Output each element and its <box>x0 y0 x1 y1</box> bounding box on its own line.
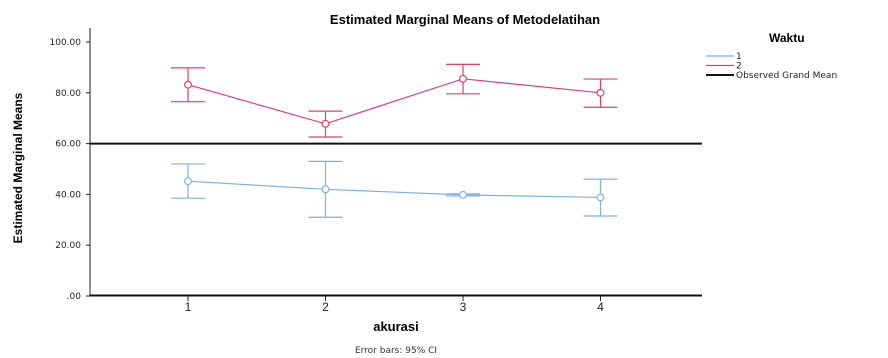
legend-title: Waktu <box>769 31 805 45</box>
data-point <box>459 190 468 199</box>
y-tick-label: 80.00 <box>55 89 81 99</box>
data-point <box>321 185 330 194</box>
legend-label: 1 <box>736 52 742 62</box>
y-ticks: .00 20.00 40.00 60.00 80.00 100.00 <box>50 38 90 302</box>
data-point <box>321 119 330 128</box>
chart-title: Estimated Marginal Means of Metodelatiha… <box>330 12 600 27</box>
x-ticks: 1 2 3 4 <box>185 296 604 314</box>
legend-label: Observed Grand Mean <box>736 71 837 81</box>
data-point <box>596 88 605 97</box>
x-tick-label: 2 <box>322 300 329 314</box>
series-1 <box>171 160 618 218</box>
data-point <box>184 177 193 186</box>
x-axis-label: akurasi <box>373 319 419 334</box>
data-point <box>459 74 468 83</box>
y-tick-label: 20.00 <box>55 241 81 251</box>
data-point <box>596 193 605 202</box>
error-bars-note: Error bars: 95% CI <box>355 346 437 356</box>
data-point <box>184 80 193 89</box>
y-tick-label: 60.00 <box>55 140 81 150</box>
x-tick-label: 1 <box>185 300 192 314</box>
series-2 <box>171 63 618 138</box>
series-line <box>187 78 601 125</box>
y-tick-label: 100.00 <box>50 38 82 48</box>
legend-label: 2 <box>736 62 742 72</box>
x-tick-label: 3 <box>460 300 467 314</box>
series-line <box>187 180 601 199</box>
series-layer <box>171 63 618 218</box>
y-axis-label: Estimated Marginal Means <box>11 92 25 243</box>
x-tick-label: 4 <box>597 300 604 314</box>
y-axis-label-group: Estimated Marginal Means <box>11 92 25 243</box>
y-tick-label: .00 <box>67 292 82 302</box>
y-tick-label: 40.00 <box>55 190 81 200</box>
